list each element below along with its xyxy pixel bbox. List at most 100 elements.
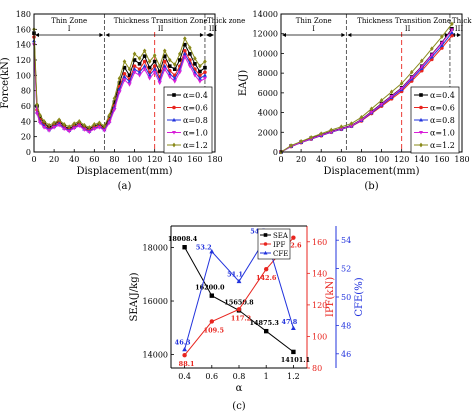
data-point (419, 65, 424, 69)
legend-marker (172, 117, 176, 122)
data-point (97, 126, 102, 130)
data-point (319, 131, 324, 137)
data-point (167, 75, 172, 80)
zone-numeral: I (312, 25, 315, 33)
x-tick-label: 160 (187, 155, 202, 164)
x-tick-label: 120 (394, 155, 409, 164)
data-point (52, 126, 57, 130)
zone-name: Thin Zone (296, 17, 332, 25)
zone-numeral: III (455, 25, 464, 33)
x-tick-label: 100 (374, 155, 389, 164)
data-point (157, 63, 162, 69)
x-tick-label: 0.4 (178, 372, 191, 381)
data-label-cfe: 47.8 (281, 318, 297, 326)
y-tick-label: 14000 (143, 351, 168, 360)
x-tick-label: 40 (69, 155, 79, 164)
x-tick-label: 20 (49, 155, 59, 164)
data-point (349, 121, 354, 126)
data-label-ipf: 109.5 (204, 326, 225, 334)
right-y-tick-label: 140 (312, 269, 327, 278)
legend-label: α=0.4 (183, 91, 208, 100)
legend-label: IPF (273, 241, 285, 249)
data-point (399, 86, 404, 91)
data-point (188, 45, 192, 51)
data-point (193, 62, 197, 66)
y-tick-label: 20 (21, 133, 31, 142)
data-point (142, 54, 147, 58)
data-point (379, 102, 384, 107)
data-point (183, 49, 187, 53)
y-tick-label: 180 (16, 10, 31, 19)
y-tick-label: 6000 (258, 89, 278, 98)
panel-c: 14000 16000 18000 0.4 0.6 0.8 1 1.2 80 100 120 140 1… (129, 225, 365, 412)
data-label-cfe: 53.2 (196, 244, 212, 252)
zone-arrowhead (199, 33, 204, 37)
data-point-ipf (236, 307, 242, 312)
data-point (127, 66, 132, 72)
data-point (112, 108, 117, 112)
data-point (67, 129, 72, 134)
zone-numeral: II (158, 25, 164, 33)
data-point (429, 53, 434, 58)
data-point (142, 48, 147, 54)
legend-marker (263, 233, 268, 237)
zone-arrowhead (99, 33, 104, 37)
panel-label: (b) (364, 181, 378, 192)
data-point (157, 81, 162, 86)
data-point (67, 124, 71, 130)
right-y-tick-label: 160 (312, 238, 327, 247)
zone-numeral: II (405, 25, 411, 33)
data-point (183, 42, 187, 47)
data-point (162, 67, 167, 72)
data-point (162, 63, 167, 68)
panel-b: 0 20 40 60 80 100 120 140 160 180 0 2000 4000 6000 800… (238, 10, 474, 192)
right-y-tick-label: 100 (312, 332, 327, 341)
data-point (419, 58, 424, 64)
data-point (183, 36, 187, 41)
data-point (107, 121, 112, 126)
data-point (42, 126, 47, 130)
x-tick-label: 180 (207, 155, 222, 164)
data-point (177, 70, 182, 75)
legend-label: α=1.0 (183, 129, 208, 138)
zone-arrowhead (35, 33, 39, 37)
y-tick-label: 160 (16, 25, 31, 34)
x-tick-label: 160 (434, 155, 449, 164)
data-point (62, 127, 67, 132)
data-point (172, 80, 177, 84)
data-point (92, 122, 97, 127)
data-point (82, 122, 87, 128)
data-point (142, 67, 147, 72)
data-point (202, 76, 207, 81)
data-point (137, 56, 142, 61)
data-point (82, 128, 87, 132)
data-point-cfe (209, 248, 215, 254)
legend-marker (263, 242, 268, 246)
data-point (198, 73, 202, 78)
data-point (102, 129, 107, 133)
data-point (389, 94, 394, 99)
data-point (137, 73, 142, 78)
x-tick-label: 0.6 (205, 372, 218, 381)
y-tick-label: 0 (273, 148, 278, 157)
data-point (87, 130, 92, 135)
right2-y-tick-label: 54 (341, 236, 351, 245)
x-axis-title: Displacement(mm) (76, 166, 172, 177)
data-point (132, 51, 137, 57)
legend-label: CFE (273, 250, 288, 258)
data-point (112, 100, 117, 104)
zone-numeral: I (68, 25, 71, 33)
data-point-sea (264, 328, 269, 334)
data-point (57, 117, 61, 123)
data-point (167, 64, 172, 68)
x-tick-label: 140 (414, 155, 429, 164)
data-point (409, 76, 414, 80)
zone-numeral: III (209, 25, 218, 33)
data-label-cfe: 46.3 (175, 339, 191, 347)
data-point (369, 106, 374, 112)
data-point (122, 65, 127, 70)
legend-label: α=0.8 (430, 116, 455, 125)
data-point (162, 59, 167, 64)
data-point (47, 122, 51, 128)
series-line-5 (280, 23, 453, 153)
